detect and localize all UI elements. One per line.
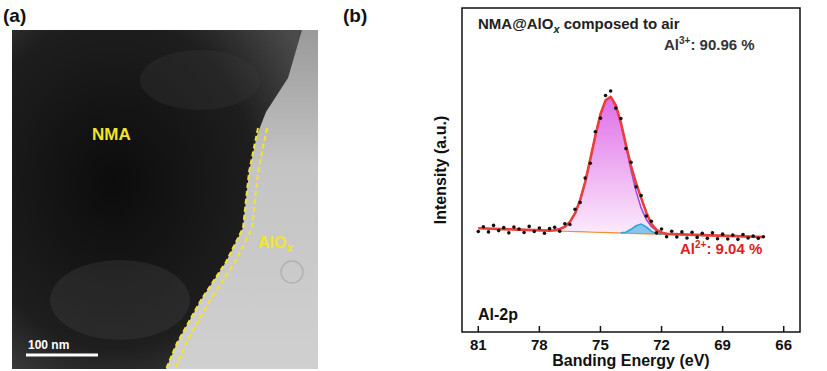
data-point [680, 230, 684, 234]
data-point [558, 229, 562, 233]
panel-letter: (b) [343, 5, 367, 26]
scale-bar [26, 354, 98, 357]
data-point [476, 230, 480, 234]
data-point [670, 229, 674, 233]
data-point [619, 117, 623, 121]
data-point [629, 160, 633, 164]
annotation: Al-2p [478, 306, 518, 323]
shell-label: AlOx [258, 234, 294, 255]
tem-texture [281, 261, 303, 283]
x-tick-label: 78 [531, 336, 548, 353]
data-point [594, 130, 598, 134]
data-point [563, 222, 567, 226]
x-tick [661, 326, 663, 332]
data-point [497, 229, 501, 233]
chart-title-part: NMA@AlO [478, 15, 554, 32]
data-point [650, 219, 654, 223]
x-tick-label: 72 [653, 336, 670, 353]
data-point [522, 231, 526, 235]
data-point [573, 207, 577, 211]
data-point [599, 116, 603, 120]
data-point [741, 233, 745, 237]
tem-particle [12, 30, 302, 369]
shell-outline [166, 128, 258, 369]
peak-line [555, 97, 667, 234]
data-point [655, 231, 659, 235]
x-tick [478, 326, 480, 332]
data-point [690, 230, 694, 234]
data-point [512, 225, 516, 229]
tem-background [12, 30, 318, 369]
tem-texture [50, 260, 190, 340]
data-point [527, 225, 531, 229]
data-point [538, 226, 542, 230]
data-point [487, 230, 491, 234]
data-point [548, 227, 552, 231]
x-axis-title: Banding Energy (eV) [552, 352, 709, 369]
annotation: Al3+: 90.96 % [664, 35, 755, 53]
y-axis-title: Intensity (a.u.) [432, 116, 449, 224]
data-point [711, 231, 715, 235]
fit-envelope [478, 97, 763, 237]
annotation-part: 3+ [679, 35, 691, 46]
data-point [502, 226, 506, 230]
annotation-part: Al [664, 36, 679, 53]
x-tick [722, 326, 724, 332]
data-point [624, 147, 628, 151]
annotation: Al2+: 9.04 % [680, 239, 762, 257]
data-point [553, 226, 557, 230]
data-point [507, 231, 511, 235]
x-tick [600, 326, 602, 332]
chart-title-part: composed to air [560, 15, 680, 32]
data-point [634, 185, 638, 189]
data-point [588, 161, 592, 165]
data-point [731, 233, 735, 237]
shell-label-part: AlO [258, 234, 286, 251]
annotation-part: Al [680, 240, 695, 257]
x-tick [539, 326, 541, 332]
plot-marks [476, 89, 765, 241]
data-point [665, 235, 669, 239]
data-point [762, 235, 766, 239]
figure: NMA AlOx 100 nm (a) (b) 81 78 75 72 69 66 Banding E… [0, 0, 827, 371]
panel-letter: (a) [3, 5, 26, 26]
x-tick-label: 81 [470, 336, 487, 353]
annotation-part: : 90.96 % [690, 36, 754, 53]
x-tick-label: 66 [775, 336, 792, 353]
data-point [660, 227, 664, 231]
plot-frame [462, 8, 800, 332]
data-point [639, 194, 643, 198]
x-tick [783, 326, 785, 332]
data-point [751, 234, 755, 238]
data-point [532, 230, 536, 234]
data-point [721, 232, 725, 236]
data-point [517, 227, 521, 231]
shell-outline [175, 128, 267, 369]
data-point [492, 224, 496, 228]
data-point [568, 223, 572, 227]
data-point [604, 94, 608, 98]
core-label: NMA [92, 125, 131, 144]
annotation-part: : 9.04 % [706, 240, 762, 257]
annotation-part: Al-2p [478, 306, 518, 323]
data-point [543, 231, 547, 235]
data-point [578, 201, 582, 205]
data-point [675, 235, 679, 239]
scale-bar-label: 100 nm [28, 338, 69, 352]
data-point [644, 214, 648, 218]
data-point [614, 106, 618, 110]
annotation-part: 2+ [695, 239, 707, 250]
x-tick-label: 69 [714, 336, 731, 353]
tem-texture [140, 50, 260, 110]
data-point [609, 89, 613, 93]
shell-label-part: x [285, 241, 294, 255]
data-point [700, 231, 704, 235]
x-tick-label: 75 [592, 336, 609, 353]
data-point [482, 225, 486, 229]
data-point [583, 176, 587, 180]
peak-fill [555, 97, 667, 234]
chart-title: NMA@AlOx composed to air [478, 15, 680, 35]
